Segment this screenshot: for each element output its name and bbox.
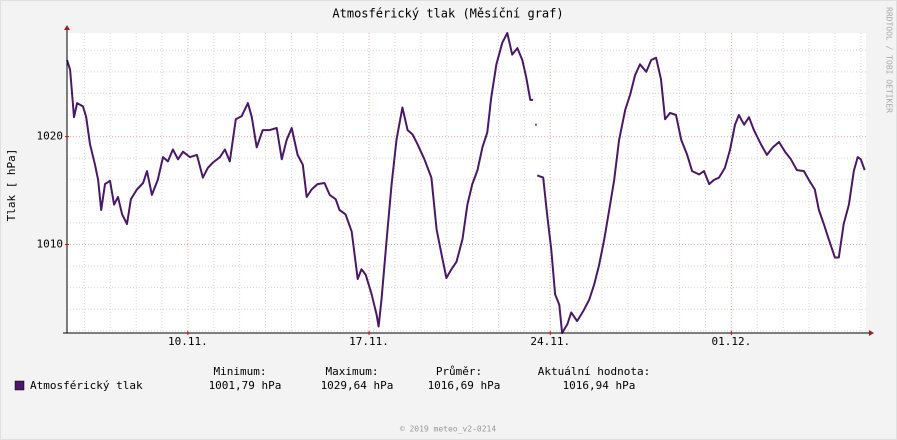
x-tick-label: 24.11. bbox=[530, 335, 570, 348]
series bbox=[66, 32, 866, 334]
stat-label: Aktuální hodnota: bbox=[538, 365, 651, 378]
stat-label: Minimum: bbox=[214, 365, 267, 378]
stat-label: Průměr: bbox=[436, 365, 482, 378]
stat-value: 1016,94 hPa bbox=[563, 379, 636, 392]
legend-label: Atmosférický tlak bbox=[30, 379, 143, 392]
x-tick-label: 01.12. bbox=[712, 335, 752, 348]
stat-value: 1016,69 hPa bbox=[428, 379, 501, 392]
line bbox=[66, 32, 866, 334]
chart-title: Atmosférický tlak (Měsíční graf) bbox=[332, 7, 563, 21]
grid bbox=[67, 33, 866, 333]
x-tick-label: 17.11. bbox=[349, 335, 389, 348]
footer: © 2019 meteo_v2-0214 bbox=[400, 425, 497, 434]
stat-value: 1029,64 hPa bbox=[321, 379, 394, 392]
y-tick-label: 1020 bbox=[37, 130, 64, 143]
x-tick-label: 10.11. bbox=[168, 335, 208, 348]
axes: 10.11. 17.11. 24.11. 01.12. 1010 1020 bbox=[37, 25, 874, 348]
y-arrow bbox=[64, 25, 70, 30]
legend-swatch bbox=[14, 380, 25, 391]
plot-area bbox=[67, 33, 866, 333]
stat-value: 1001,79 hPa bbox=[209, 379, 282, 392]
y-tick-label: 1010 bbox=[37, 238, 64, 251]
legend: Atmosférický tlak Minimum:1001,79 hPa Maxi… bbox=[14, 365, 651, 392]
stat-label: Maximum: bbox=[326, 365, 379, 378]
y-axis-label: Tlak [ hPa] bbox=[5, 149, 18, 222]
x-arrow bbox=[869, 330, 874, 336]
side-text: RRDTOOL / TOBI OETIKER bbox=[885, 7, 894, 113]
